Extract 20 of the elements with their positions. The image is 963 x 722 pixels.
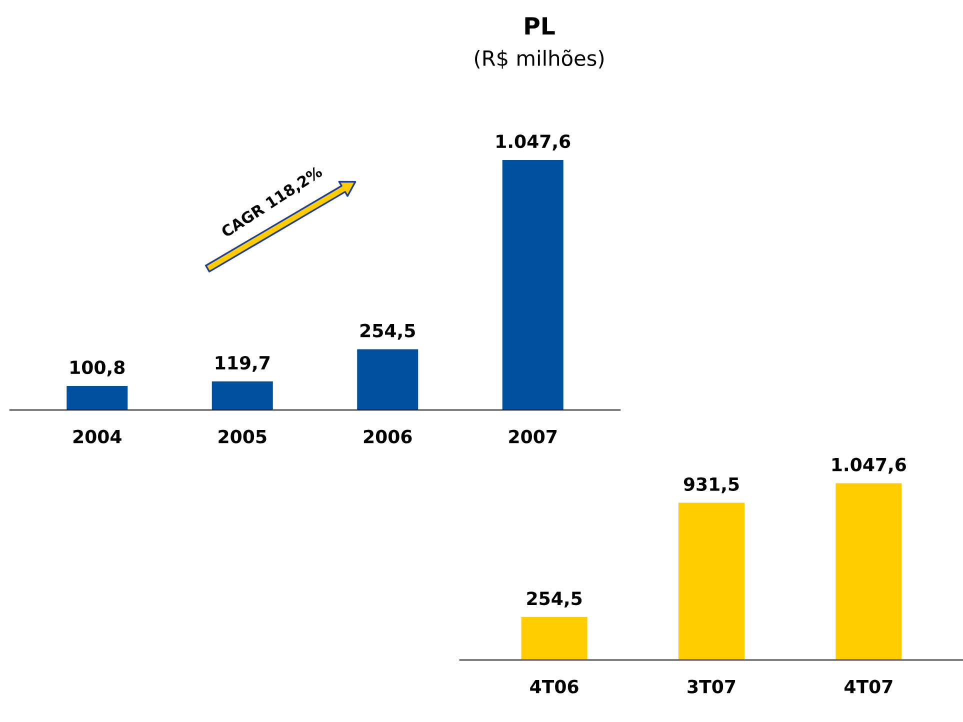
- bar: [66, 386, 128, 410]
- bar: [357, 349, 418, 410]
- x-tick-label: 4T07: [844, 680, 892, 694]
- x-tick-label: 2004: [73, 430, 122, 444]
- data-label: 119,7: [216, 356, 270, 372]
- bar: [212, 381, 273, 410]
- x-tick-label: 2006: [364, 430, 412, 444]
- bar: [502, 160, 564, 410]
- x-tick-label: 2007: [509, 430, 557, 444]
- x-tick-label: 4T06: [530, 680, 578, 694]
- x-tick-label: 2005: [218, 430, 266, 444]
- data-label: 254,5: [360, 324, 415, 340]
- chart-subtitle: (R$ milhões): [475, 50, 604, 69]
- data-label: 931,5: [684, 477, 739, 494]
- chart-title: PL: [525, 17, 555, 35]
- data-label: 100,8: [70, 360, 125, 376]
- data-label: 1.047,6: [496, 134, 570, 150]
- data-label: 1.047,6: [832, 458, 906, 474]
- data-label: 254,5: [527, 592, 582, 608]
- x-tick-label: 3T07: [688, 680, 736, 694]
